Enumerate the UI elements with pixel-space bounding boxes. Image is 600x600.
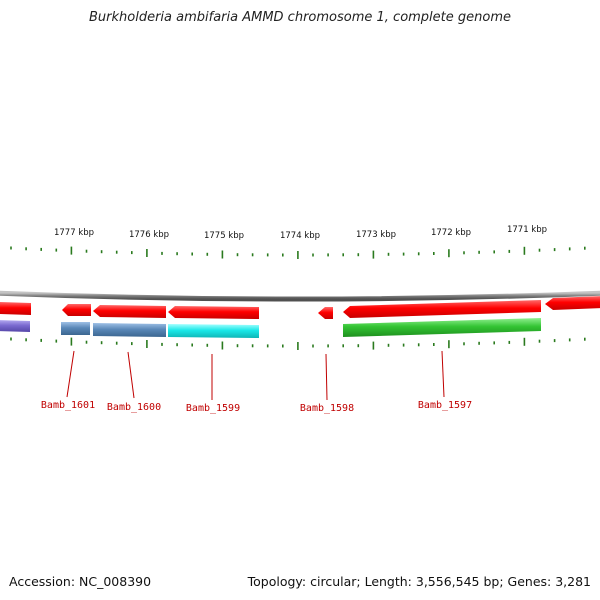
- connector-line: [66, 350, 75, 398]
- tick-label-1776: 1776 kbp: [129, 230, 169, 240]
- gene-label-bamb-1599[interactable]: Bamb_1599: [186, 403, 240, 414]
- feature-track-inner: [0, 318, 541, 338]
- tick-label-1772: 1772 kbp: [431, 228, 471, 238]
- gene-label-bamb-1601[interactable]: Bamb_1601: [41, 400, 95, 411]
- cds-feature[interactable]: [93, 305, 166, 318]
- connector-line: [127, 351, 135, 399]
- tick-label-1777: 1777 kbp: [54, 228, 94, 238]
- gene-labels: Bamb_1601 Bamb_1600 Bamb_1599 Bamb_1598 …: [41, 400, 472, 414]
- cds-feature[interactable]: [343, 300, 541, 318]
- feature-purple[interactable]: [0, 320, 30, 332]
- feature-steelblue[interactable]: [61, 322, 90, 335]
- feature-cyan[interactable]: [168, 324, 259, 338]
- gene-label-bamb-1600[interactable]: Bamb_1600: [107, 402, 161, 413]
- tick-label-1774: 1774 kbp: [280, 231, 320, 241]
- genome-stats-text: Topology: circular; Length: 3,556,545 bp…: [247, 574, 591, 589]
- feature-green[interactable]: [343, 318, 541, 337]
- cds-feature[interactable]: [0, 302, 31, 315]
- map-title: Burkholderia ambifaria AMMD chromosome 1…: [88, 10, 512, 25]
- gene-label-bamb-1598[interactable]: Bamb_1598: [300, 403, 354, 414]
- cds-feature[interactable]: [168, 306, 259, 319]
- inner-tick-marks: [10, 337, 586, 350]
- cds-track-outer: [0, 296, 600, 319]
- connector-line: [441, 350, 445, 398]
- cds-feature[interactable]: [545, 296, 600, 310]
- outer-tick-marks: [10, 246, 586, 259]
- tick-label-1771: 1771 kbp: [507, 225, 547, 235]
- tick-label-1773: 1773 kbp: [356, 230, 396, 240]
- cds-feature[interactable]: [62, 304, 91, 316]
- cds-feature[interactable]: [318, 307, 333, 319]
- tick-labels: 1777 kbp 1776 kbp 1775 kbp 1774 kbp 1773…: [54, 225, 547, 241]
- gene-label-connectors: [66, 350, 445, 401]
- chromosome-backbone: [0, 290, 600, 302]
- accession-text: Accession: NC_008390: [9, 574, 152, 589]
- connector-line: [325, 353, 328, 401]
- gene-label-bamb-1597[interactable]: Bamb_1597: [418, 400, 472, 411]
- tick-label-1775: 1775 kbp: [204, 231, 244, 241]
- feature-steelblue[interactable]: [93, 323, 166, 337]
